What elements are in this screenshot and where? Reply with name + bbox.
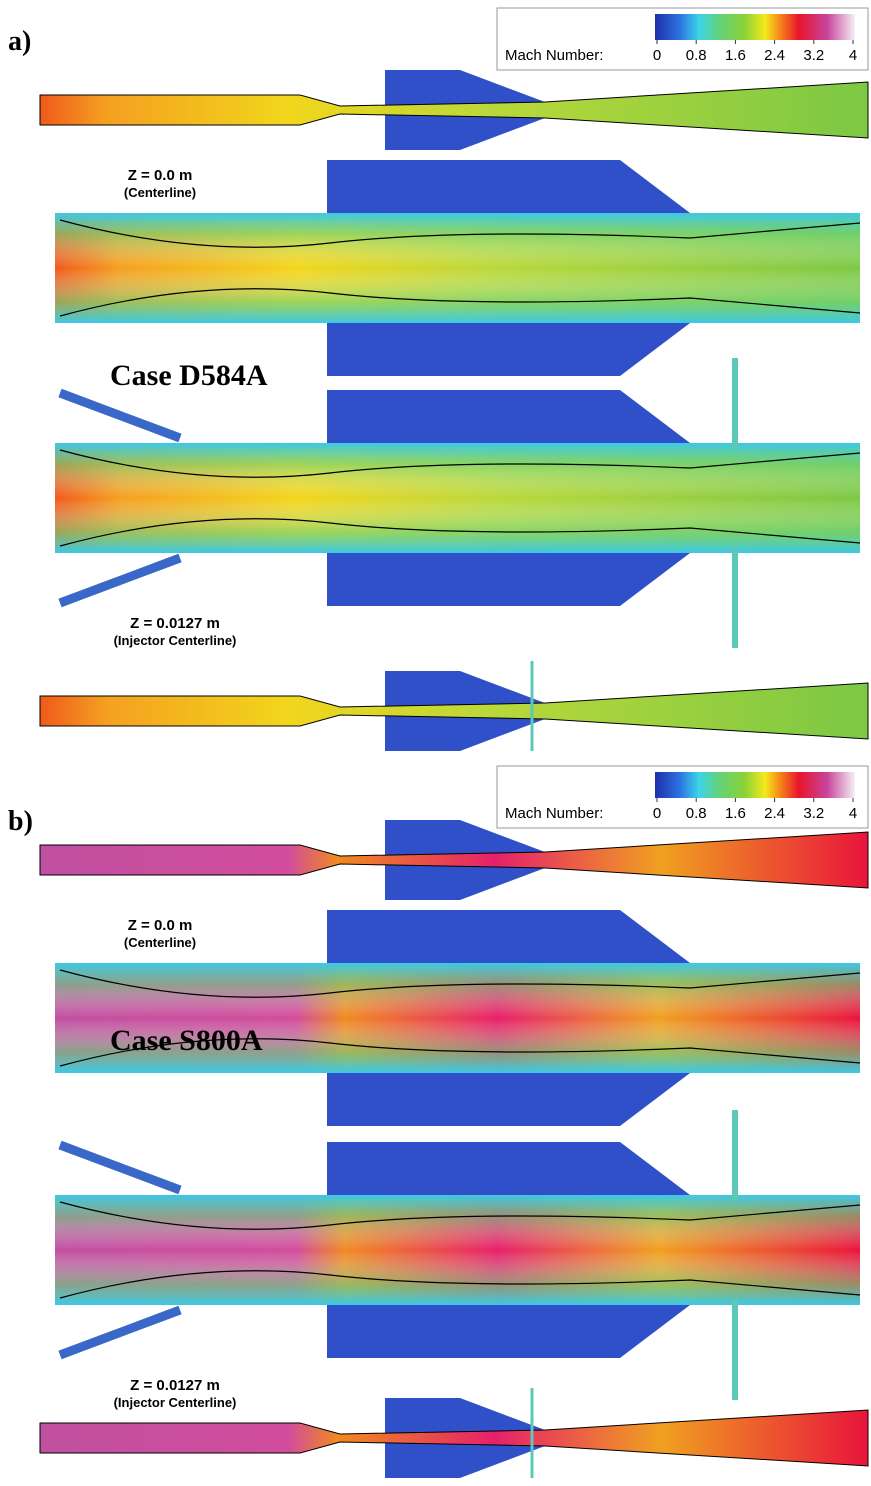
colorbar-tick-label: 4 (849, 805, 857, 822)
colorbar (655, 14, 855, 40)
chamber (327, 1073, 690, 1126)
colorbar-tick-label: 0.8 (686, 47, 707, 64)
colorbar-tick-label: 3.2 (803, 805, 824, 822)
chamber (327, 1142, 690, 1195)
z-label: Z = 0.0127 m (130, 615, 220, 632)
chamber (327, 910, 690, 963)
shear-layer (55, 213, 860, 323)
colorbar-tick-label: 2.4 (764, 805, 785, 822)
z-label: Z = 0.0 m (128, 917, 193, 934)
shear-layer (55, 1195, 860, 1305)
panel-label: a) (8, 26, 31, 57)
shear-layer (55, 443, 860, 553)
chamber (327, 323, 690, 376)
chamber (327, 1305, 690, 1358)
colorbar-tick-label: 3.2 (803, 47, 824, 64)
colorbar-title: Mach Number: (505, 805, 603, 822)
colorbar-tick-label: 0.8 (686, 805, 707, 822)
colorbar-title: Mach Number: (505, 47, 603, 64)
injector-port (60, 1310, 180, 1355)
z-note: (Injector Centerline) (114, 633, 237, 648)
colorbar-tick-label: 0 (653, 47, 661, 64)
colorbar (655, 772, 855, 798)
z-note: (Centerline) (124, 185, 196, 200)
colorbar-tick-label: 0 (653, 805, 661, 822)
case-label: Case S800A (110, 1024, 263, 1057)
injector-port (60, 1145, 180, 1190)
colorbar-tick-label: 2.4 (764, 47, 785, 64)
z-note: (Centerline) (124, 935, 196, 950)
chamber (327, 390, 690, 443)
panel-label: b) (8, 806, 33, 837)
z-note: (Injector Centerline) (114, 1395, 237, 1410)
injector-port (60, 558, 180, 603)
colorbar-tick-label: 1.6 (725, 805, 746, 822)
chamber (327, 160, 690, 213)
colorbar-tick-label: 4 (849, 47, 857, 64)
chamber (327, 553, 690, 606)
figure: a)Mach Number:00.81.62.43.24Z = 0.0 m(Ce… (0, 0, 871, 1486)
injector-port (60, 393, 180, 438)
case-label: Case D584A (110, 359, 268, 392)
z-label: Z = 0.0127 m (130, 1377, 220, 1394)
z-label: Z = 0.0 m (128, 167, 193, 184)
colorbar-tick-label: 1.6 (725, 47, 746, 64)
